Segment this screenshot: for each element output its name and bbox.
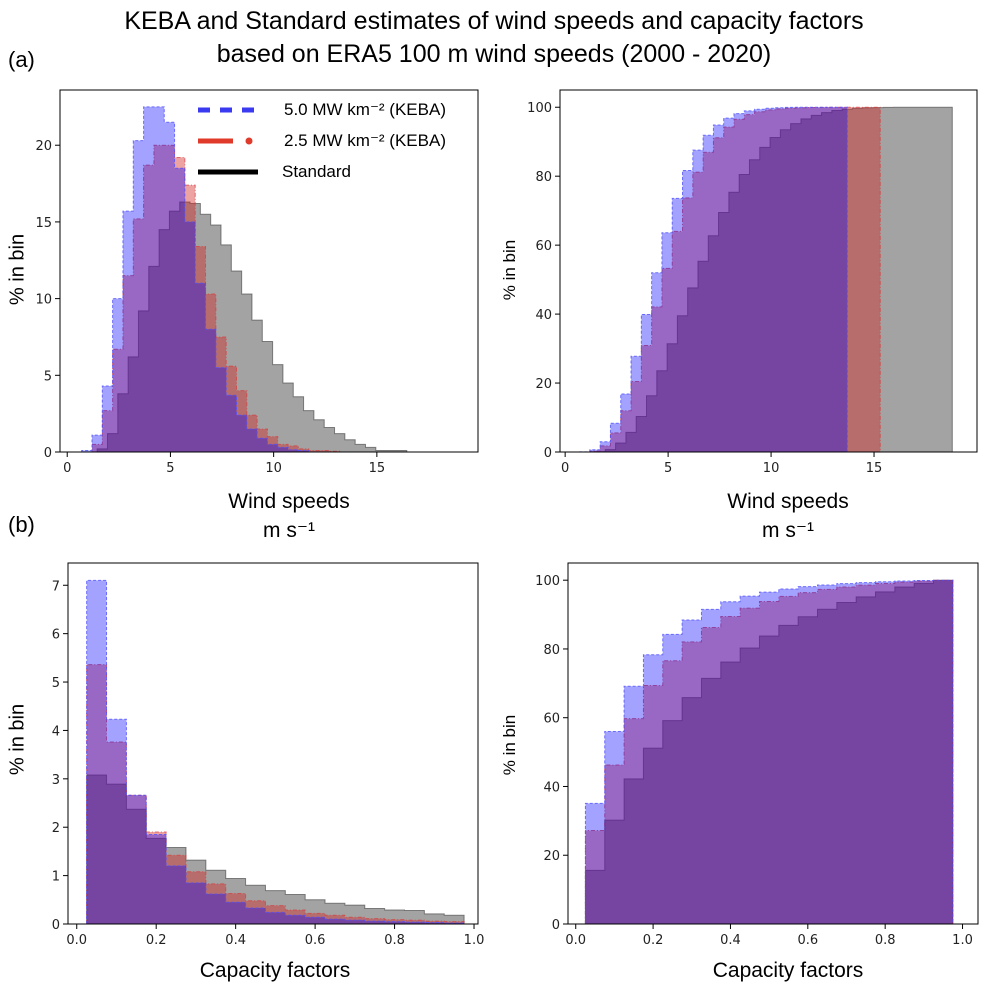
y-tick-label: 15 — [35, 216, 52, 231]
series-keba25-a-hist — [81, 144, 341, 453]
legend: 5.0 MW km⁻² (KEBA) 2.5 MW km⁻² (KEBA) St… — [195, 96, 475, 191]
ylabel-b-left: % in bin — [6, 703, 29, 776]
legend-swatch-keba25-dot — [245, 137, 253, 145]
series-standard-a-cum — [594, 106, 953, 453]
xlabel-wind-units-a-left: m s⁻¹ — [263, 519, 315, 542]
x-tick-label: 0.4 — [225, 933, 246, 948]
x-tick-label: 1.0 — [464, 933, 485, 948]
ylabel-b-right: % in bin — [500, 714, 519, 776]
legend-label-standard: Standard — [282, 162, 351, 181]
figure-title-line2: based on ERA5 100 m wind speeds (2000 - … — [216, 40, 772, 68]
panel-label-b: (b) — [8, 512, 35, 537]
y-tick-label: 60 — [535, 239, 552, 254]
ylabel-a-right: % in bin — [500, 239, 519, 301]
chart-a-cum: 0 5 10 15 0 20 40 60 80 100 — [527, 89, 978, 476]
series-keba5-a-hist — [81, 106, 310, 453]
y-tick-label: 20 — [535, 377, 552, 392]
y-tick-label: 7 — [52, 579, 60, 594]
x-tick-label: 0.0 — [565, 933, 586, 948]
x-tick-label: 10 — [763, 461, 780, 476]
chart-b-cum: 0.0 0.2 0.4 0.6 0.8 1.0 0 20 40 60 80 100 — [535, 562, 979, 948]
panel-label-a: (a) — [8, 47, 35, 72]
x-tick-label: 0.8 — [875, 933, 896, 948]
series-keba5-b-cum — [584, 579, 954, 925]
xlabel-wind-a-right: Wind speeds — [727, 490, 849, 513]
series-standard-b-cum — [584, 579, 954, 925]
figure-title-line1: KEBA and Standard estimates of wind spee… — [124, 7, 864, 35]
y-tick-label: 3 — [52, 773, 60, 788]
y-tick-label: 40 — [535, 308, 552, 323]
y-tick-label: 5 — [44, 369, 52, 384]
x-tick-label: 0.6 — [797, 933, 818, 948]
y-tick-label: 0 — [544, 446, 552, 461]
xlabel-cf-b-right: Capacity factors — [712, 959, 864, 982]
y-tick-label: 100 — [535, 574, 560, 589]
x-tick-label: 0 — [63, 461, 71, 476]
y-tick-label: 2 — [52, 821, 60, 836]
xlabel-wind-a-left: Wind speeds — [228, 490, 350, 513]
y-tick-label: 0 — [552, 918, 560, 933]
xlabel-wind-units-a-right: m s⁻¹ — [762, 519, 814, 542]
x-tick-label: 1.0 — [952, 933, 973, 948]
y-tick-label: 20 — [543, 849, 560, 864]
x-tick-label: 5 — [166, 461, 174, 476]
y-tick-label: 80 — [543, 643, 560, 658]
series-keba25-b-cum — [584, 579, 954, 925]
legend-label-keba5: 5.0 MW km⁻² (KEBA) — [284, 100, 446, 119]
y-tick-label: 100 — [527, 101, 552, 116]
axes-frame — [559, 89, 978, 453]
ylabel-a-left: % in bin — [6, 233, 29, 306]
y-tick-label: 80 — [535, 170, 552, 185]
series-keba5-b-hist — [86, 579, 465, 925]
chart-b-hist: 0.0 0.2 0.4 0.6 0.8 1.0 0 1 2 3 4 5 6 7 — [52, 562, 485, 948]
series-keba5-a-cum — [579, 106, 848, 453]
legend-swatches — [198, 107, 258, 175]
x-tick-label: 15 — [866, 461, 883, 476]
x-tick-label: 5 — [664, 461, 672, 476]
axes-frame — [567, 562, 979, 925]
y-tick-label: 6 — [52, 628, 60, 643]
y-tick-label: 60 — [543, 712, 560, 727]
x-tick-label: 0.8 — [384, 933, 405, 948]
x-tick-label: 0.2 — [146, 933, 167, 948]
y-tick-label: 10 — [35, 293, 52, 308]
xlabel-cf-b-left: Capacity factors — [199, 959, 351, 982]
y-tick-label: 0 — [52, 918, 60, 933]
y-tick-label: 0 — [44, 446, 52, 461]
chart-a-hist: 0 5 10 15 0 5 10 15 20 — [35, 89, 479, 476]
axes-frame — [67, 562, 479, 925]
x-tick-label: 0.6 — [305, 933, 326, 948]
y-tick-label: 40 — [543, 780, 560, 795]
series-standard-a-hist — [96, 201, 408, 453]
y-tick-label: 5 — [52, 676, 60, 691]
y-tick-label: 20 — [35, 139, 52, 154]
x-tick-label: 10 — [265, 461, 282, 476]
y-tick-label: 4 — [52, 724, 60, 739]
axes-frame — [59, 89, 479, 453]
x-tick-label: 0.2 — [643, 933, 664, 948]
x-tick-label: 15 — [369, 461, 386, 476]
x-tick-label: 0 — [561, 461, 569, 476]
legend-label-keba25: 2.5 MW km⁻² (KEBA) — [284, 131, 446, 150]
x-tick-label: 0.0 — [66, 933, 87, 948]
y-tick-label: 1 — [52, 870, 60, 885]
x-tick-label: 0.4 — [720, 933, 741, 948]
